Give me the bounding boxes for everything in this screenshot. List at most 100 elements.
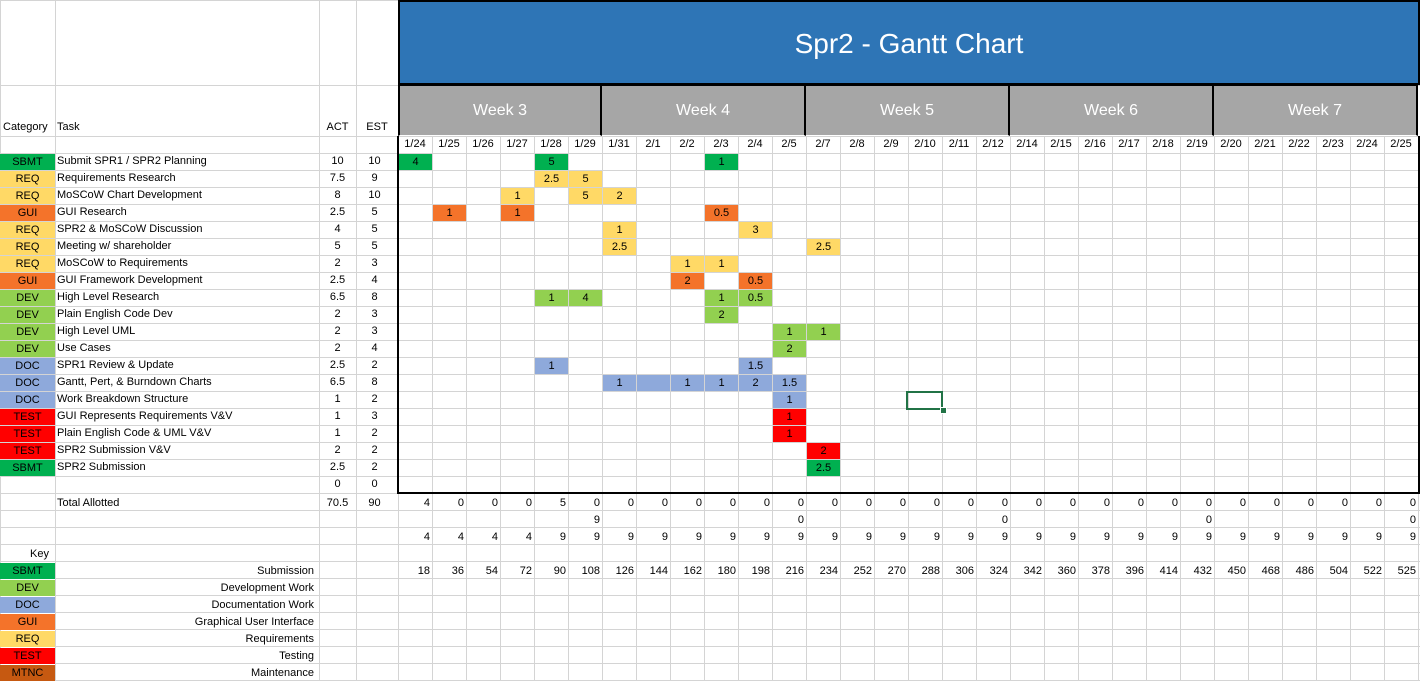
cumulative-hours[interactable]: 18	[417, 565, 430, 577]
category-cell[interactable]: DEV	[0, 290, 55, 306]
cumulative-hours[interactable]: 162	[683, 565, 702, 577]
key-description[interactable]: Graphical User Interface	[194, 616, 314, 628]
date-header[interactable]: 2/2	[679, 138, 695, 150]
key-description[interactable]: Submission	[257, 565, 314, 577]
cumulative-hours[interactable]: 270	[887, 565, 906, 577]
category-cell[interactable]: DEV	[0, 324, 55, 340]
category-cell[interactable]	[0, 477, 55, 493]
cumulative-hours[interactable]: 486	[1295, 565, 1314, 577]
key-code[interactable]: TEST	[0, 648, 55, 664]
cumulative-hours[interactable]: 324	[989, 565, 1008, 577]
daily-total[interactable]: 0	[1341, 497, 1348, 509]
daily-capacity[interactable]: 4	[457, 531, 464, 543]
category-cell[interactable]: DOC	[0, 392, 55, 408]
daily-capacity[interactable]: 9	[695, 531, 702, 543]
date-header[interactable]: 2/14	[1016, 138, 1038, 150]
est-header[interactable]: EST	[366, 121, 388, 133]
task-name-cell[interactable]: GUI Research	[57, 206, 127, 218]
schedule-cell[interactable]: 2	[807, 443, 840, 459]
week-header[interactable]: Week 7	[1214, 84, 1418, 136]
category-cell[interactable]: REQ	[0, 239, 55, 255]
task-name-cell[interactable]: GUI Represents Requirements V&V	[57, 410, 233, 422]
week-header[interactable]: Week 5	[806, 84, 1010, 136]
date-header[interactable]: 2/8	[849, 138, 865, 150]
daily-total[interactable]: 0	[763, 497, 770, 509]
daily-total[interactable]: 0	[525, 497, 532, 509]
key-code[interactable]: DOC	[0, 597, 55, 613]
task-name-cell[interactable]: Gantt, Pert, & Burndown Charts	[57, 376, 212, 388]
daily-capacity[interactable]: 9	[967, 531, 974, 543]
est-cell[interactable]: 3	[371, 410, 378, 422]
category-cell[interactable]: REQ	[0, 188, 55, 204]
daily-capacity[interactable]: 9	[1409, 531, 1416, 543]
date-header[interactable]: 2/24	[1356, 138, 1378, 150]
key-description[interactable]: Testing	[279, 650, 314, 662]
daily-capacity[interactable]: 9	[627, 531, 634, 543]
key-description[interactable]: Documentation Work	[211, 599, 314, 611]
schedule-cell[interactable]: 4	[569, 290, 602, 306]
category-cell[interactable]: GUI	[0, 273, 55, 289]
date-header[interactable]: 2/4	[747, 138, 763, 150]
daily-capacity[interactable]: 9	[1137, 531, 1144, 543]
schedule-cell[interactable]: 1	[671, 256, 704, 272]
daily-capacity[interactable]: 9	[1205, 531, 1212, 543]
schedule-cell[interactable]: 1	[603, 375, 636, 391]
act-cell[interactable]: 4	[334, 223, 341, 235]
category-cell[interactable]: DOC	[0, 375, 55, 391]
est-cell[interactable]: 5	[371, 206, 378, 218]
daily-total[interactable]: 0	[457, 497, 464, 509]
date-header[interactable]: 2/10	[914, 138, 936, 150]
date-header[interactable]: 2/19	[1186, 138, 1208, 150]
act-cell[interactable]: 0	[334, 478, 341, 490]
est-cell[interactable]: 0	[371, 478, 378, 490]
week-header[interactable]: Week 4	[602, 84, 806, 136]
daily-capacity[interactable]: 9	[831, 531, 838, 543]
cumulative-hours[interactable]: 72	[519, 565, 532, 577]
date-header[interactable]: 1/27	[506, 138, 528, 150]
category-cell[interactable]: DEV	[0, 307, 55, 323]
est-cell[interactable]: 5	[371, 240, 378, 252]
schedule-cell[interactable]: 0.5	[705, 205, 738, 221]
schedule-cell[interactable]	[637, 375, 670, 391]
category-cell[interactable]: REQ	[0, 222, 55, 238]
task-name-cell[interactable]: Plain English Code Dev	[57, 308, 173, 320]
category-cell[interactable]: REQ	[0, 171, 55, 187]
week-total[interactable]: 0	[1205, 514, 1212, 526]
act-cell[interactable]: 2	[334, 325, 341, 337]
schedule-cell[interactable]: 5	[569, 171, 602, 187]
daily-capacity[interactable]: 4	[491, 531, 498, 543]
task-header[interactable]: Task	[57, 121, 80, 133]
schedule-cell[interactable]: 1	[705, 375, 738, 391]
category-cell[interactable]: SBMT	[0, 460, 55, 476]
daily-capacity[interactable]: 9	[933, 531, 940, 543]
act-cell[interactable]: 10	[331, 155, 344, 167]
week-total[interactable]: 9	[593, 514, 600, 526]
daily-total[interactable]: 5	[559, 497, 566, 509]
daily-total[interactable]: 4	[423, 497, 430, 509]
cumulative-hours[interactable]: 234	[819, 565, 838, 577]
daily-capacity[interactable]: 9	[1103, 531, 1110, 543]
daily-total[interactable]: 0	[1375, 497, 1382, 509]
task-name-cell[interactable]: Requirements Research	[57, 172, 176, 184]
week-total[interactable]: 0	[797, 514, 804, 526]
daily-total[interactable]: 0	[831, 497, 838, 509]
cumulative-hours[interactable]: 450	[1227, 565, 1246, 577]
date-header[interactable]: 2/18	[1152, 138, 1174, 150]
est-cell[interactable]: 2	[371, 359, 378, 371]
act-cell[interactable]: 7.5	[329, 172, 346, 184]
cumulative-hours[interactable]: 378	[1091, 565, 1110, 577]
est-cell[interactable]: 4	[371, 342, 378, 354]
key-code[interactable]: DEV	[0, 580, 55, 596]
date-header[interactable]: 2/25	[1390, 138, 1412, 150]
date-header[interactable]: 2/15	[1050, 138, 1072, 150]
schedule-cell[interactable]: 0.5	[739, 290, 772, 306]
key-description[interactable]: Development Work	[220, 582, 314, 594]
category-cell[interactable]: DEV	[0, 341, 55, 357]
daily-capacity[interactable]: 9	[593, 531, 600, 543]
cumulative-hours[interactable]: 36	[451, 565, 464, 577]
date-header[interactable]: 2/21	[1254, 138, 1276, 150]
act-cell[interactable]: 2.5	[329, 359, 346, 371]
daily-capacity[interactable]: 9	[1307, 531, 1314, 543]
schedule-cell[interactable]: 2	[705, 307, 738, 323]
week-total[interactable]: 0	[1001, 514, 1008, 526]
